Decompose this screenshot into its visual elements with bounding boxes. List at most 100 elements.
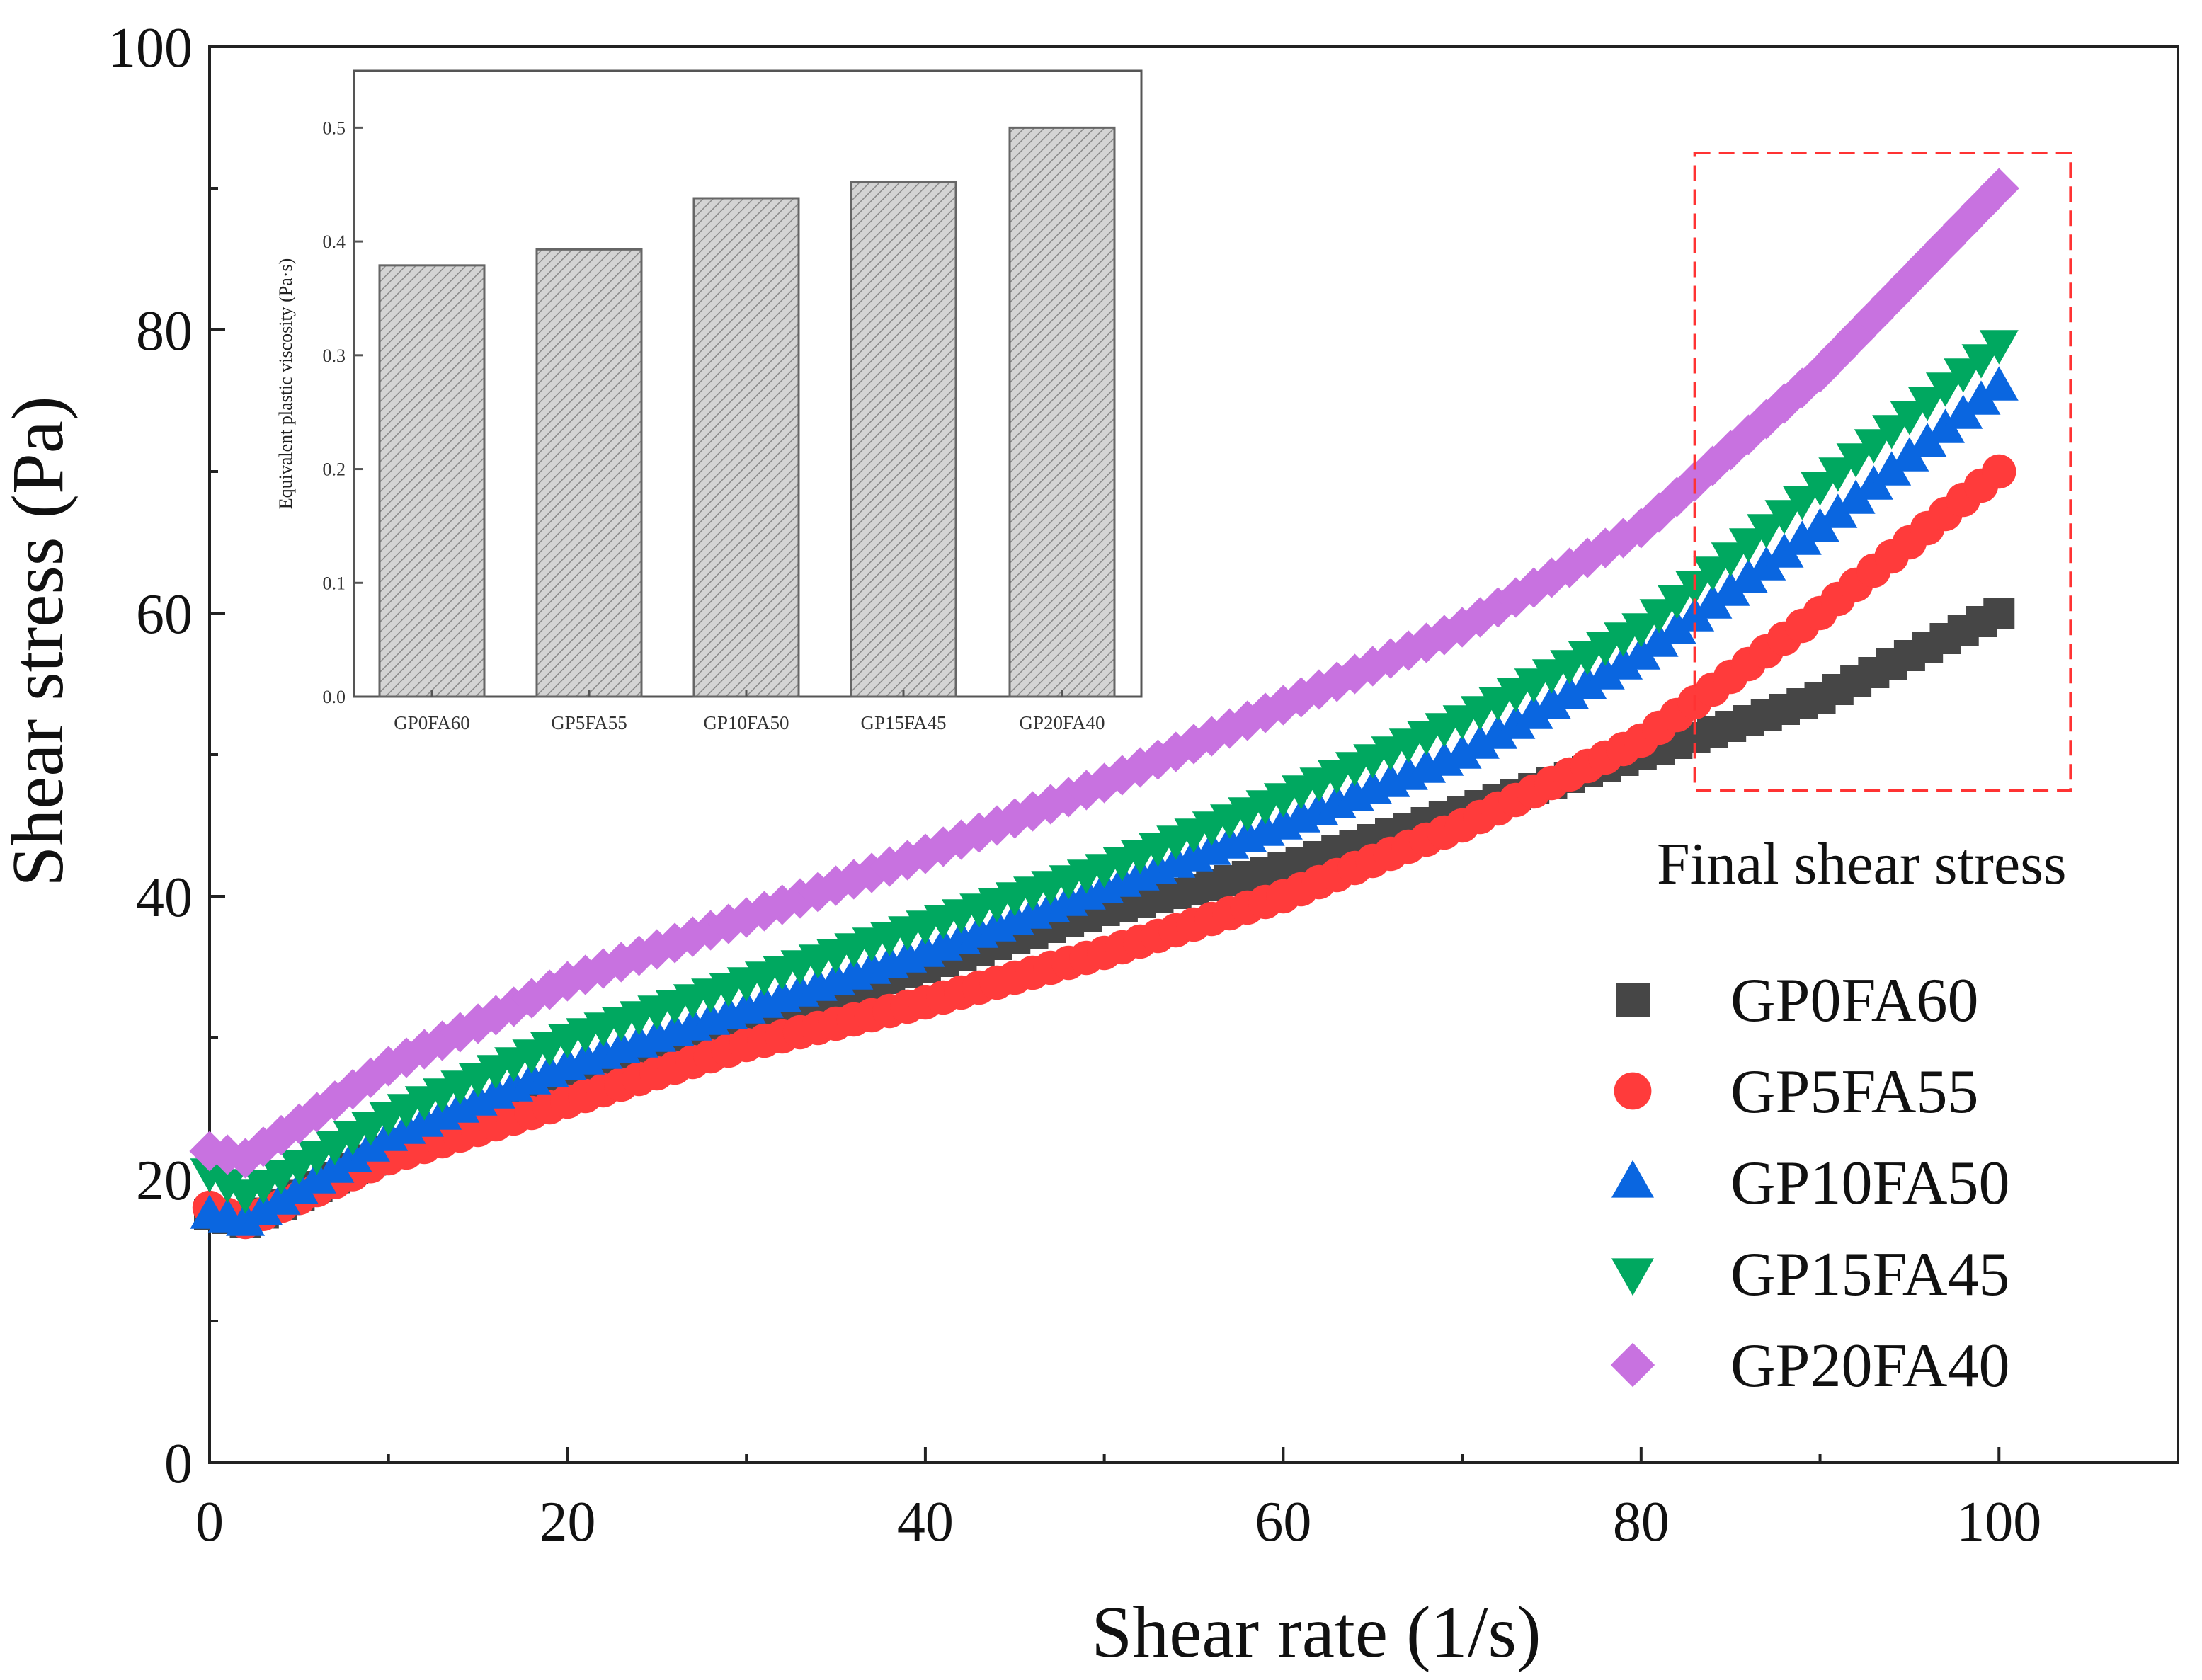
data-point	[726, 897, 767, 938]
data-point	[1983, 598, 2015, 629]
data-point	[1370, 638, 1411, 679]
legend-label: GP10FA50	[1730, 1149, 2009, 1218]
data-point	[1747, 514, 1786, 549]
data-point	[1818, 457, 1858, 492]
data-point	[368, 1046, 409, 1087]
inset-bar	[850, 181, 957, 698]
data-point	[565, 954, 606, 995]
inset-plot: 0.0 0.1 0.2 0.3 0.4 0.5 Equivalent plastic vis…	[275, 69, 1143, 733]
data-point	[261, 1180, 301, 1215]
inset-bar	[378, 264, 486, 698]
data-point	[600, 942, 641, 983]
data-point	[278, 1103, 319, 1144]
data-point	[654, 922, 695, 964]
data-point	[1944, 358, 1983, 393]
inset-y-tick-label: 0.4	[323, 232, 346, 252]
legend-label: GP15FA45	[1730, 1240, 2009, 1309]
data-point	[1982, 454, 2016, 489]
data-point	[1639, 622, 1679, 657]
series-gp20fa40	[189, 168, 2019, 1179]
data-point	[1693, 584, 1733, 619]
legend-marker	[1614, 1072, 1652, 1110]
data-point	[1388, 630, 1429, 671]
data-point	[1907, 387, 1947, 421]
data-point	[1585, 655, 1625, 690]
data-point	[315, 1148, 355, 1183]
data-point	[1711, 542, 1750, 577]
inset-x-tick-label: GP5FA55	[551, 712, 627, 733]
y-tick-label: 20	[136, 1150, 193, 1212]
annotation-label: Final shear stress	[1657, 831, 2067, 897]
x-tick-label: 80	[1613, 1491, 1670, 1553]
inset-y-tick-label: 0.1	[323, 573, 346, 593]
data-point	[762, 884, 803, 925]
data-point	[226, 1201, 266, 1236]
data-point	[224, 1138, 266, 1179]
data-point	[244, 1191, 283, 1225]
data-point	[959, 812, 1000, 853]
x-tick-label: 0	[195, 1491, 224, 1553]
legend-marker	[1611, 1258, 1654, 1296]
data-point	[797, 872, 838, 913]
data-point	[994, 798, 1035, 839]
data-point	[618, 935, 660, 976]
data-point	[243, 1126, 284, 1167]
data-point	[1711, 571, 1750, 606]
data-point	[1979, 330, 2019, 365]
data-point	[404, 1029, 445, 1070]
legend-label: GP0FA60	[1730, 966, 1978, 1035]
data-point	[440, 1012, 481, 1053]
data-point	[475, 995, 516, 1036]
inset-x-tick-label: GP10FA50	[703, 712, 789, 733]
data-point	[976, 805, 1017, 846]
data-point	[1496, 704, 1536, 739]
inset-y-tick-label: 0.2	[323, 459, 346, 480]
main-plot: 0 20 40 60 80 100 0 20 40 60 80 100 Shear rate (1/s)…	[0, 17, 2179, 1673]
data-point	[1639, 599, 1679, 634]
data-point	[1514, 695, 1553, 729]
y-axis-title: Shear stress (Pa)	[0, 396, 79, 886]
data-point	[189, 1131, 230, 1172]
data-point	[314, 1080, 355, 1121]
data-point	[1890, 437, 1929, 472]
data-point	[780, 878, 821, 919]
data-point	[1191, 716, 1232, 757]
data-point	[1352, 646, 1393, 687]
x-tick-label: 40	[897, 1491, 954, 1553]
data-point	[1478, 714, 1518, 749]
inset-x-tick-label: GP20FA40	[1019, 712, 1105, 733]
legend-label: GP5FA55	[1730, 1058, 1978, 1126]
data-point	[1907, 423, 1947, 457]
inset-bar	[535, 248, 643, 698]
data-point	[583, 948, 624, 989]
data-point	[1978, 168, 2019, 209]
y-tick-label: 40	[136, 867, 193, 929]
data-point	[1782, 486, 1822, 520]
data-point	[1621, 613, 1661, 648]
x-axis-title: Shear rate (1/s)	[1091, 1592, 1541, 1673]
data-point	[1979, 366, 2019, 401]
data-point	[1568, 665, 1607, 699]
data-point	[1961, 344, 2001, 379]
inset-bar	[1008, 126, 1116, 698]
data-point	[1818, 333, 1859, 375]
data-point	[1119, 747, 1160, 788]
data-point	[1764, 533, 1804, 568]
legend-label: GP20FA40	[1730, 1332, 2009, 1400]
data-point	[1872, 451, 1912, 486]
x-tick-label: 60	[1255, 1491, 1311, 1553]
data-point	[421, 1020, 463, 1061]
y-tick-label: 60	[136, 583, 193, 646]
inset-bar	[692, 197, 800, 698]
data-point	[1657, 610, 1696, 644]
data-point	[494, 986, 535, 1027]
data-point	[207, 1134, 248, 1175]
data-point	[297, 1159, 337, 1194]
data-point	[1925, 372, 1965, 407]
data-point	[637, 929, 678, 970]
data-point	[1764, 500, 1804, 535]
data-point	[1693, 556, 1733, 591]
data-point	[529, 969, 570, 1010]
data-point	[1173, 724, 1214, 765]
